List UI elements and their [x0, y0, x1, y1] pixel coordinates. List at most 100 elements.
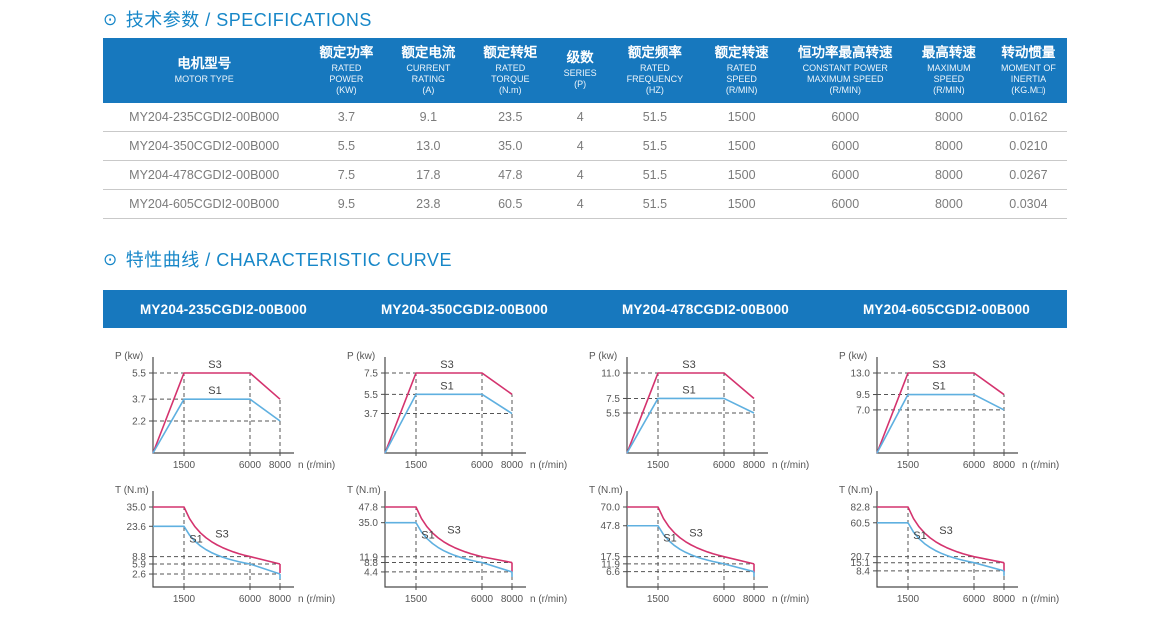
power-chart-4: 13.0 9.5 7.0 1500 6000 8000 P (kw) n (r/min) S3 S… — [836, 347, 1076, 481]
y-tick-label: 13.0 — [851, 369, 871, 380]
y-tick-label: 2.6 — [132, 570, 146, 581]
table-row-3: MY204-478CGDI2-00B000 7.5 17.8 47.8 4 51.5 150… — [103, 160, 1067, 190]
s3-curve-label: S3 — [682, 359, 695, 371]
s1-curve — [877, 521, 1005, 572]
circle-dot-icon: ⊙ — [103, 249, 118, 269]
s1-curve — [626, 397, 755, 454]
axes — [626, 357, 768, 454]
column-header-en: RATED TORQUE (N.m) — [491, 62, 530, 96]
column-header-zh: 额定电流 — [401, 44, 456, 60]
s3-curve-label: S3 — [689, 528, 702, 540]
column-header-8: 恒功率最高转速 CONSTANT POWER MAXIMUM SPEED (R/M… — [782, 38, 908, 103]
value-cell: 9.1 — [387, 103, 470, 132]
s3-curve-label: S3 — [440, 359, 453, 371]
x-axis-title: n (r/min) — [530, 460, 567, 471]
value-cell: 6000 — [782, 131, 908, 161]
column-header-10: 转动惯量 MOMENT OF INERTIA (KG.M□) — [989, 38, 1067, 103]
y-tick-label: 47.8 — [601, 521, 621, 532]
table-row-2: MY204-350CGDI2-00B000 5.5 13.0 35.0 4 51.5 150… — [103, 131, 1067, 161]
s1-curve-label: S1 — [932, 381, 945, 393]
value-cell: 51.5 — [609, 160, 701, 190]
power-curve-plot: 11.0 7.5 5.5 1500 6000 8000 P (kw) n (r/min) S3 S… — [589, 351, 809, 471]
curve-model-bar: MY204-235CGDI2-00B000 MY204-350CGDI2-00B… — [103, 290, 1067, 328]
power-chart-2: 7.5 5.5 3.7 1500 6000 8000 P (kw) n (r/min) S3 S1 — [344, 347, 584, 481]
y-tick-label: 11.9 — [601, 559, 620, 570]
value-cell: 1500 — [700, 160, 783, 190]
torque-chart-1: 35.0 23.6 8.8 5.9 2.6 1500 6000 8000 T (N.m) n (r… — [112, 481, 352, 615]
y-tick-label: 8.8 — [364, 558, 378, 569]
curve-model-name-1: MY204-235CGDI2-00B000 — [139, 301, 308, 317]
column-header-5: 级数 SERIES (P) — [551, 38, 610, 103]
value-cell: 51.5 — [609, 189, 701, 219]
value-cell: 51.5 — [609, 103, 701, 132]
value-cell: 3.7 — [305, 103, 388, 132]
column-header-en: CONSTANT POWER MAXIMUM SPEED (R/MIN) — [802, 62, 888, 96]
axes — [152, 491, 294, 588]
motor-type-cell: MY204-478CGDI2-00B000 — [103, 160, 306, 190]
value-cell: 60.5 — [469, 189, 552, 219]
x-axis-title: n (r/min) — [772, 594, 809, 605]
value-cell: 9.5 — [305, 189, 388, 219]
x-axis-title: n (r/min) — [772, 460, 809, 471]
x-tick-label: 6000 — [713, 460, 736, 471]
s3-curve-label: S3 — [939, 525, 952, 537]
y-tick-label: 8.4 — [856, 566, 870, 577]
power-chart-3: 11.0 7.5 5.5 1500 6000 8000 P (kw) n (r/min) S3 S… — [586, 347, 826, 481]
y-tick-label: 15.1 — [851, 558, 871, 569]
motor-type-cell: MY204-350CGDI2-00B000 — [103, 131, 306, 161]
s3-curve — [626, 372, 755, 454]
value-cell: 1500 — [700, 131, 783, 161]
column-header-6: 额定频率 RATED FREQUENCY (HZ) — [609, 38, 701, 103]
specifications-section-title: ⊙ 技术参数 / SPECIFICATIONS — [103, 6, 372, 32]
value-cell: 1500 — [700, 189, 783, 219]
x-axis-title: n (r/min) — [298, 460, 335, 471]
curve-model-name-2: MY204-350CGDI2-00B000 — [380, 301, 549, 317]
value-cell: 4 — [551, 131, 610, 161]
x-tick-label: 8000 — [993, 460, 1016, 471]
x-tick-label: 8000 — [269, 460, 292, 471]
x-tick-label: 1500 — [405, 594, 428, 605]
torque-chart-2: 47.8 35.0 11.9 8.8 4.4 1500 6000 8000 T (N.m) n (… — [344, 481, 584, 615]
s3-curve — [627, 506, 755, 565]
s1-curve-label: S1 — [440, 380, 453, 392]
s3-curve — [153, 506, 281, 565]
value-cell: 23.5 — [469, 103, 552, 132]
s1-curve — [152, 398, 281, 454]
x-axis-title: n (r/min) — [530, 594, 567, 605]
curve-model-name-4: MY204-605CGDI2-00B000 — [862, 301, 1031, 317]
column-header-en: RATED SPEED (R/MIN) — [725, 62, 758, 96]
value-cell: 8000 — [907, 189, 990, 219]
y-tick-label: 17.5 — [601, 552, 621, 563]
column-header-zh: 额定频率 — [627, 44, 682, 60]
column-header-2: 额定功率 RATED POWER (KW) — [305, 38, 388, 103]
value-cell: 4 — [551, 189, 610, 219]
y-axis-title: P (kw) — [589, 351, 617, 362]
x-tick-label: 1500 — [405, 460, 428, 471]
motor-type-cell: MY204-605CGDI2-00B000 — [103, 189, 306, 219]
value-cell: 35.0 — [469, 131, 552, 161]
value-cell: 0.0267 — [989, 160, 1067, 190]
value-cell: 4 — [551, 103, 610, 132]
column-header-zh: 最高转速 — [921, 44, 976, 60]
s1-curve-label: S1 — [189, 533, 202, 545]
column-header-zh: 恒功率最高转速 — [798, 44, 893, 60]
value-cell: 6000 — [782, 160, 908, 190]
y-tick-label: 35.0 — [127, 503, 147, 514]
axes — [876, 357, 1018, 454]
y-tick-label: 11.0 — [601, 369, 620, 380]
y-tick-label: 23.6 — [127, 522, 147, 533]
x-tick-label: 6000 — [239, 594, 262, 605]
column-header-9: 最高转速 MAXIMUM SPEED (R/MIN) — [907, 38, 990, 103]
x-tick-label: 6000 — [239, 460, 262, 471]
value-cell: 17.8 — [387, 160, 470, 190]
s3-curve-label: S3 — [208, 359, 221, 371]
x-tick-label: 8000 — [501, 460, 524, 471]
y-tick-label: 5.9 — [132, 559, 146, 570]
power-curve-plot: 5.5 3.7 2.2 1500 6000 8000 P (kw) n (r/min) S3 S1 — [115, 351, 335, 471]
value-cell: 7.5 — [305, 160, 388, 190]
s3-curve — [877, 506, 1005, 564]
s1-curve — [384, 393, 513, 454]
s3-curve — [876, 372, 1005, 454]
s3-curve — [384, 372, 513, 454]
